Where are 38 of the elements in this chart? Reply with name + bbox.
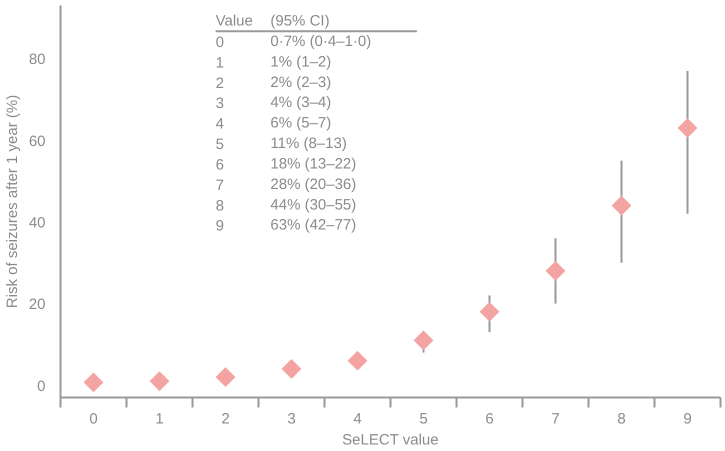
x-tick-label: 2 xyxy=(221,410,230,428)
text: 4 6% (5–7) xyxy=(216,114,332,133)
text: 6 18% (13–22) xyxy=(216,155,356,174)
point xyxy=(414,330,434,350)
point xyxy=(216,367,236,387)
point xyxy=(150,371,170,392)
text: 5 11% (8–13) xyxy=(216,135,347,154)
x-axis-title: SeLECT value xyxy=(342,432,439,448)
text: 8 44% (30–55) xyxy=(216,196,356,214)
text: 3 4% (3–4) xyxy=(216,94,332,112)
point xyxy=(480,302,500,322)
text: Value (95% CI) xyxy=(216,12,330,30)
x-tick-label: 4 xyxy=(353,410,362,428)
point xyxy=(546,261,566,281)
y-tick-label: 20 xyxy=(28,296,46,314)
x-tick-label: 1 xyxy=(155,410,164,428)
x-tick-label: 3 xyxy=(287,410,296,428)
text: 2 2% (2–3) xyxy=(216,74,332,92)
text: 1 1% (1–2) xyxy=(216,53,332,72)
x-tick-label: 5 xyxy=(419,410,428,428)
point xyxy=(348,350,368,371)
y-tick-label: 40 xyxy=(28,214,46,232)
point xyxy=(282,359,302,379)
text: 7 28% (20–36) xyxy=(216,176,356,194)
x-tick-label: 9 xyxy=(683,410,692,428)
y-axis-title: Risk of seizures after 1 year (%) xyxy=(4,94,21,308)
x-tick-label: 0 xyxy=(89,410,98,428)
text: 0 0·7% (0·4–1·0) xyxy=(216,32,372,51)
point xyxy=(84,372,104,392)
point xyxy=(678,118,698,138)
x-tick-label: 7 xyxy=(551,410,560,428)
point xyxy=(612,196,632,216)
y-tick-label: 0 xyxy=(37,378,46,395)
x-tick-label: 8 xyxy=(617,410,626,428)
x-tick-label: 6 xyxy=(485,410,494,428)
y-tick-label: 60 xyxy=(28,132,46,150)
y-tick-label: 80 xyxy=(28,51,46,68)
text: 9 63% (42–77) xyxy=(216,216,356,235)
